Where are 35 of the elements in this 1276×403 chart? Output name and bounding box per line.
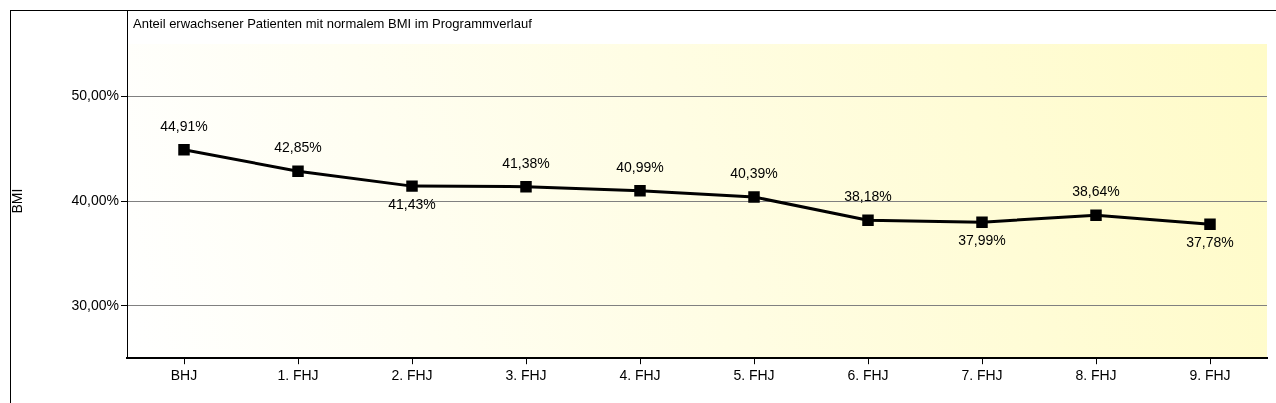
x-tick-label: 9. FHJ bbox=[1189, 367, 1231, 384]
data-label: 40,39% bbox=[730, 164, 778, 181]
point bbox=[178, 143, 190, 156]
data-label: 38,64% bbox=[1072, 183, 1120, 200]
x-tick-label: 5. FHJ bbox=[733, 367, 775, 384]
y-axis-title: BMI bbox=[9, 188, 26, 214]
point bbox=[1090, 209, 1102, 222]
x-tick-label: 6. FHJ bbox=[847, 367, 889, 384]
point bbox=[1204, 218, 1216, 231]
point bbox=[862, 214, 874, 226]
data-label: 44,91% bbox=[160, 117, 208, 134]
y-tick-label: 40,00% bbox=[71, 191, 119, 208]
data-label: 41,38% bbox=[502, 154, 550, 171]
data-label: 37,78% bbox=[1186, 234, 1234, 251]
y-tick-label: 50,00% bbox=[71, 87, 119, 104]
point bbox=[976, 216, 988, 228]
point bbox=[520, 180, 532, 193]
point bbox=[406, 180, 418, 192]
chart-title: Anteil erwachsener Patienten mit normalem BMI im Programmverlauf bbox=[133, 15, 533, 31]
x-tick-label: 3. FHJ bbox=[505, 367, 547, 384]
data-label: 37,99% bbox=[958, 232, 1006, 249]
data-label: 40,99% bbox=[616, 158, 664, 175]
y-tick-label: 30,00% bbox=[71, 296, 119, 313]
x-tick-label: 7. FHJ bbox=[961, 367, 1003, 384]
x-tick-label: 4. FHJ bbox=[619, 367, 661, 384]
x-tick-label: 1. FHJ bbox=[277, 367, 319, 384]
x-tick-label: 8. FHJ bbox=[1075, 367, 1117, 384]
x-tick-label: 2. FHJ bbox=[391, 367, 433, 384]
data-label: 41,43% bbox=[388, 195, 436, 212]
point bbox=[292, 165, 304, 177]
point bbox=[748, 191, 760, 203]
point bbox=[634, 184, 646, 197]
data-label: 38,18% bbox=[844, 188, 892, 205]
data-label: 42,85% bbox=[274, 139, 322, 156]
x-tick-label: BHJ bbox=[170, 367, 198, 384]
